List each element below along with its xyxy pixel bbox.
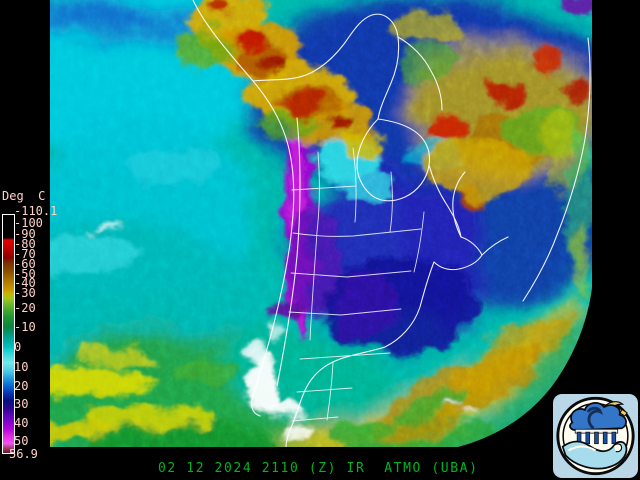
scale-tick-40: 40 bbox=[14, 416, 29, 430]
scale-tick-0: 0 bbox=[14, 340, 22, 354]
scale-tick-30: 30 bbox=[14, 397, 29, 411]
scale-tick--80: -80 bbox=[14, 237, 36, 251]
rain-icon bbox=[574, 428, 619, 445]
scale-tick--40: -40 bbox=[14, 276, 36, 290]
scale-tick--50: -50 bbox=[14, 267, 36, 281]
cloud-icon bbox=[569, 402, 627, 432]
scale-tick--60: -60 bbox=[14, 257, 36, 271]
temperature-colorbar bbox=[2, 214, 15, 454]
scale-tick-10: 10 bbox=[14, 360, 29, 374]
logo-emblem bbox=[556, 396, 635, 476]
scale-tick-56.9: 56.9 bbox=[9, 447, 38, 461]
scale-unit-label: Deg C bbox=[2, 189, 46, 203]
scale-tick-20: 20 bbox=[14, 379, 29, 393]
fine-grain-overlay bbox=[50, 0, 592, 447]
atmo-uba-logo bbox=[553, 394, 638, 478]
scale-tick-50: 50 bbox=[14, 434, 29, 448]
scale-tick--70: -70 bbox=[14, 247, 36, 261]
country-borders bbox=[192, 0, 591, 447]
footer-timestamp: 02 12 2024 2110 (Z) IR ATMO (UBA) bbox=[158, 461, 479, 476]
scale-tick--90: -90 bbox=[14, 227, 36, 241]
wave-icon bbox=[561, 440, 628, 470]
scale-tick--30: -30 bbox=[14, 286, 36, 300]
scale-tick--110.1: -110.1 bbox=[14, 204, 58, 218]
scale-tick--20: -20 bbox=[14, 301, 36, 315]
scale-tick--10: -10 bbox=[14, 320, 36, 334]
scale-tick--100: -100 bbox=[14, 216, 43, 230]
